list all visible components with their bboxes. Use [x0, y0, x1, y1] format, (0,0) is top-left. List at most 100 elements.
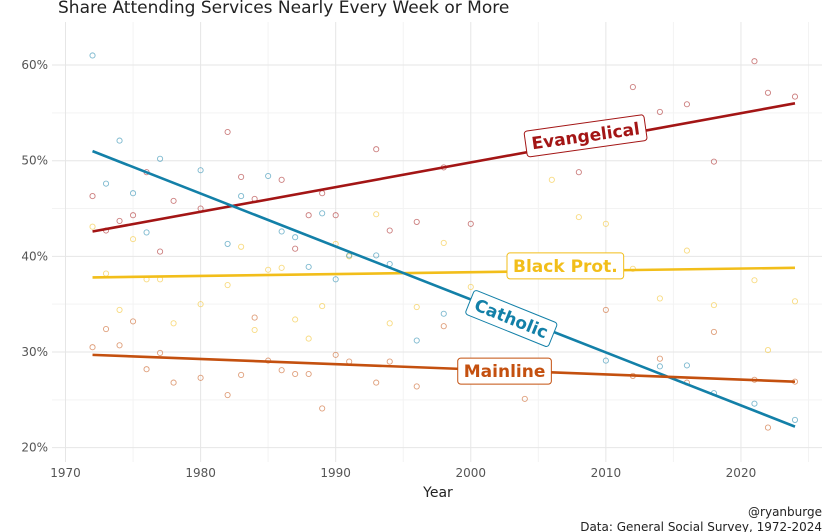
mainline-point: [238, 371, 245, 379]
black-prot-point: [656, 295, 663, 302]
black-prot-label: Black Prot.: [506, 252, 625, 280]
evangelical-point: [332, 212, 339, 219]
black-prot-point: [224, 281, 231, 289]
black-prot-label-text: Black Prot.: [513, 257, 618, 277]
black-prot-point: [265, 266, 272, 273]
mainline-point: [130, 318, 137, 325]
evangelical-point: [413, 218, 420, 225]
mainline-point: [143, 366, 150, 373]
chart-title: Share Attending Services Nearly Every We…: [58, 0, 509, 18]
catholic-point: [130, 190, 137, 197]
black-prot-point: [305, 335, 312, 342]
evangelical-point: [373, 146, 380, 153]
y-tick-label: 20%: [21, 441, 48, 455]
catholic-point: [89, 52, 96, 59]
evangelical-point: [170, 197, 177, 204]
catholic-point: [238, 193, 245, 200]
y-axis: 20% 30% 40% 50% 60%: [21, 58, 48, 455]
catholic-point: [265, 172, 272, 180]
y-tick-label: 50%: [21, 154, 48, 168]
evangelical-label-box: [523, 114, 648, 158]
catholic-point: [292, 234, 299, 241]
evangelical-point: [157, 248, 164, 255]
evangelical-point: [319, 190, 326, 197]
mainline-point: [332, 351, 339, 358]
black-prot-point: [89, 223, 96, 230]
mainline-point: [278, 367, 285, 374]
catholic-point: [157, 155, 164, 162]
evangelical-point: [116, 217, 123, 225]
catholic-point: [602, 357, 609, 364]
mainline-point: [305, 370, 312, 378]
evangelical-point: [224, 128, 231, 136]
black-prot-point: [116, 306, 123, 313]
mainline-point: [224, 391, 231, 399]
catholic-label: Catholic: [465, 290, 558, 347]
catholic-point: [413, 337, 420, 344]
black-prot-point: [386, 320, 393, 327]
mainline-point: [764, 424, 772, 431]
black-prot-point: [292, 316, 299, 323]
black-prot-point: [130, 236, 137, 243]
catholic-point: [278, 228, 285, 235]
evangelical-point: [791, 93, 799, 100]
series-labels: Evangelical Black Prot. Catholic Mainline: [457, 114, 648, 385]
black-prot-point: [548, 176, 555, 183]
mainline-point: [373, 379, 380, 386]
evangelical-point: [751, 58, 758, 65]
evangelical-point: [683, 101, 690, 108]
catholic-label-box: [465, 290, 558, 347]
mainline-point: [710, 328, 717, 335]
black-prot-point: [764, 347, 772, 354]
x-tick-label: 1970: [50, 466, 81, 480]
mainline-trend-line: [92, 353, 796, 383]
evangelical-point: [575, 169, 582, 176]
catholic-point: [116, 137, 123, 144]
catholic-point: [440, 310, 447, 317]
black-prot-label-box: [506, 252, 625, 280]
black-prot-point: [791, 298, 799, 305]
black-prot-point: [251, 326, 258, 334]
black-prot-point: [319, 303, 326, 310]
evangelical-point: [656, 108, 663, 115]
mainline-point: [292, 370, 299, 378]
evangelical-point: [89, 193, 96, 200]
black-prot-point: [197, 301, 204, 308]
trend-lines: [92, 102, 796, 428]
catholic-point: [332, 276, 339, 283]
mainline-point: [386, 358, 393, 365]
mainline-point: [319, 405, 326, 412]
mainline-point: [251, 314, 258, 321]
catholic-point: [656, 363, 663, 370]
evangelical-point: [386, 227, 393, 234]
mainline-label: Mainline: [457, 357, 552, 385]
catholic-point: [224, 240, 231, 247]
black-prot-point: [238, 243, 245, 250]
mainline-point: [116, 342, 123, 349]
evangelical-point: [467, 220, 474, 227]
black-prot-point: [710, 302, 717, 309]
x-tick-label: 2020: [726, 466, 757, 480]
black-prot-trend-line: [92, 266, 796, 279]
catholic-point: [373, 252, 380, 259]
evangelical-label: Evangelical: [523, 114, 648, 158]
plot-grid: [52, 22, 822, 462]
black-prot-point: [751, 277, 758, 284]
mainline-point: [89, 344, 96, 351]
evangelical-point: [238, 173, 245, 181]
catholic-point: [102, 180, 110, 187]
catholic-point: [791, 416, 799, 423]
mainline-point: [656, 355, 663, 362]
mainline-label-box: [457, 357, 552, 385]
evangelical-point: [292, 245, 299, 252]
x-tick-label: 2010: [591, 466, 622, 480]
black-prot-point: [102, 270, 110, 277]
evangelical-point: [278, 176, 285, 183]
catholic-point: [197, 167, 204, 174]
catholic-point: [143, 229, 150, 236]
black-prot-point: [602, 220, 609, 227]
black-prot-point: [278, 264, 285, 271]
mainline-point: [602, 306, 609, 313]
catholic-trend-line: [92, 149, 796, 428]
